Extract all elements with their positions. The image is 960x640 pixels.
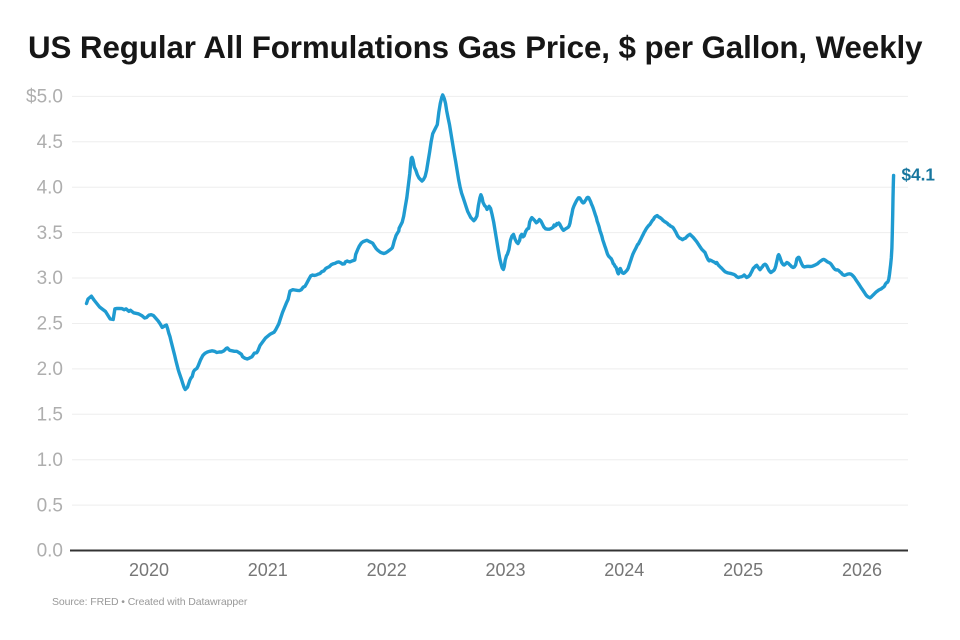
svg-text:4.5: 4.5 [37,132,63,153]
svg-text:$4.1: $4.1 [902,164,936,184]
svg-text:2024: 2024 [604,560,644,580]
svg-text:2026: 2026 [842,560,882,580]
svg-text:$5.0: $5.0 [26,87,63,108]
svg-text:0.5: 0.5 [37,495,63,516]
svg-text:1.5: 1.5 [37,405,63,426]
svg-text:3.5: 3.5 [37,223,63,244]
svg-text:1.0: 1.0 [37,450,63,471]
svg-text:2025: 2025 [723,560,763,580]
svg-text:2.5: 2.5 [37,314,63,335]
svg-text:0.0: 0.0 [37,541,63,562]
svg-text:2020: 2020 [129,560,169,580]
svg-text:4.0: 4.0 [37,177,63,198]
svg-text:3.0: 3.0 [37,268,63,289]
svg-text:2021: 2021 [248,560,288,580]
svg-text:2023: 2023 [485,560,525,580]
svg-text:2022: 2022 [367,560,407,580]
svg-text:2.0: 2.0 [37,359,63,380]
